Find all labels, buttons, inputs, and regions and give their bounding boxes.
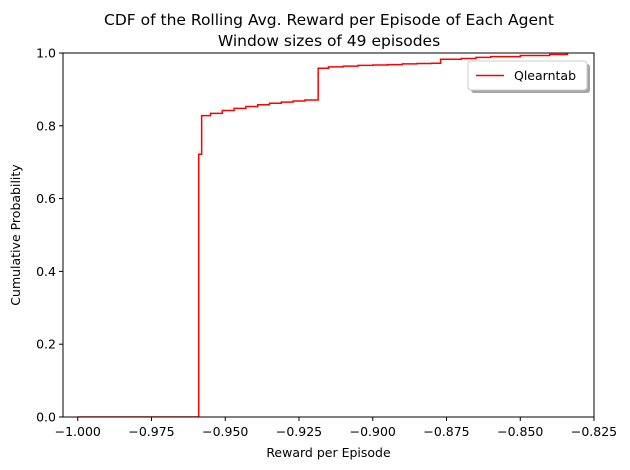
y-tick-label: 0.8: [36, 118, 56, 133]
y-axis-ticks: 0.0 0.2 0.4 0.6 0.8 1.0: [36, 46, 63, 425]
y-tick-label: 1.0: [36, 46, 56, 61]
chart-title: CDF of the Rolling Avg. Reward per Episo…: [104, 11, 554, 29]
y-tick-label: 0.4: [36, 264, 56, 279]
plot-frame: [62, 52, 595, 418]
x-tick-label: −0.950: [202, 424, 248, 439]
y-axis-label: Cumulative Probability: [8, 164, 23, 306]
series-layer: [77, 53, 569, 417]
x-tick-label: −0.850: [497, 424, 543, 439]
x-axis-label: Reward per Episode: [266, 445, 391, 460]
y-tick-label: 0.6: [36, 191, 56, 206]
legend-label-qlearntab: Qlearntab: [514, 68, 576, 83]
x-tick-label: −0.925: [276, 424, 322, 439]
x-tick-label: −0.875: [423, 424, 469, 439]
x-tick-label: −0.975: [128, 424, 174, 439]
chart-subtitle: Window sizes of 49 episodes: [218, 32, 440, 50]
x-tick-label: −0.900: [350, 424, 396, 439]
x-axis-ticks: −1.000 −0.975 −0.950 −0.925 −0.900 −0.875 −0.8…: [55, 417, 617, 439]
y-tick-label: 0.0: [36, 410, 56, 425]
y-tick-label: 0.2: [36, 337, 56, 352]
legend: Qlearntab: [467, 60, 590, 93]
series-line-qlearntab: [77, 53, 569, 417]
legend-box: [467, 60, 588, 91]
x-tick-label: −0.825: [571, 424, 617, 439]
x-tick-label: −1.000: [55, 424, 101, 439]
